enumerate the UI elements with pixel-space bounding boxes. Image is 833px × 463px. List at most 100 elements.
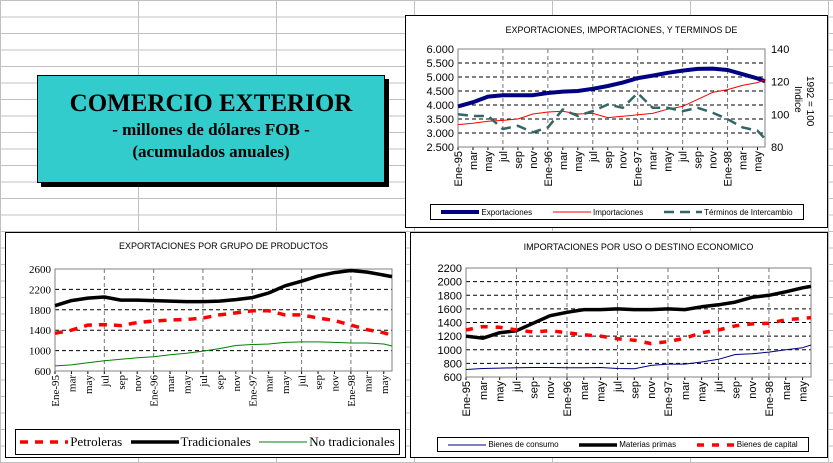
x-tick-label: mar xyxy=(738,151,750,170)
x-tick-label: nov xyxy=(545,381,557,399)
y2-tick-label: 120 xyxy=(771,77,789,89)
chart-imports-by-use[interactable]: IMPORTACIONES POR USO O DESTINO ECONOMIC… xyxy=(410,232,828,458)
x-tick-label: nov xyxy=(747,381,759,399)
x-tick-label: Ene-98 xyxy=(346,375,358,407)
legend-item: Bienes de capital xyxy=(696,440,798,449)
x-tick-label: sep xyxy=(528,381,540,399)
plot-area xyxy=(54,268,393,372)
x-tick-label: sep xyxy=(313,375,325,390)
x-tick-label: jul xyxy=(297,375,309,388)
x-tick-label: Ene-96 xyxy=(149,375,161,407)
series-line-no-tradicionales xyxy=(54,341,393,367)
y-tick-label: 2600 xyxy=(29,264,52,276)
x-tick-label: jul xyxy=(678,151,690,163)
series-line-bienes-de-consumo xyxy=(465,344,812,370)
x-tick-label: may xyxy=(379,375,391,394)
x-tick-label: may xyxy=(753,151,765,172)
y-tick-label: 1600 xyxy=(438,304,462,316)
x-tick-label: nov xyxy=(708,151,720,169)
title-banner: COMERCIO EXTERIOR - millones de dólares … xyxy=(37,75,385,183)
legend-label: Tradicionales xyxy=(180,434,251,449)
legend-label: Exportaciones xyxy=(481,207,533,217)
legend-swatch xyxy=(259,441,308,443)
x-tick-label: Ene-98 xyxy=(723,151,735,186)
chart-svg: EXPORTACIONES, IMPORTACIONES, Y TERMINOS… xyxy=(426,25,815,186)
x-tick-label: jul xyxy=(99,375,111,388)
banner-note: (acumulados anuales) xyxy=(132,142,290,161)
x-tick-label: may xyxy=(483,151,495,172)
x-tick-label: mar xyxy=(478,381,490,400)
y2-tick-label: 140 xyxy=(771,44,789,56)
y-tick-label: 1400 xyxy=(29,325,52,337)
legend-item: Petroleras xyxy=(20,434,122,450)
series-line-términos-de-intercambio xyxy=(457,91,766,140)
x-tick-label: Ene-97 xyxy=(663,381,675,416)
x-tick-label: sep xyxy=(603,151,615,169)
y2-tick-label: 80 xyxy=(771,142,783,154)
x-tick-label: nov xyxy=(132,375,144,392)
x-tick-label: mar xyxy=(558,151,570,170)
y-tick-label: 5.000 xyxy=(426,72,454,84)
legend-item: Bienes de consumo xyxy=(448,440,559,449)
legend-swatch xyxy=(579,442,618,447)
x-tick-label: mar xyxy=(66,375,78,392)
legend-label: Materias primas xyxy=(619,440,677,449)
x-tick-label: mar xyxy=(165,375,177,392)
x-tick-label: may xyxy=(182,375,194,394)
y-tick-label: 600 xyxy=(35,366,52,378)
legend-swatch xyxy=(20,440,69,444)
legend-item: Exportaciones xyxy=(441,208,532,217)
series-line-petroleras xyxy=(54,309,393,337)
legend-item: Tradicionales xyxy=(130,434,251,450)
chart-trade-balance[interactable]: EXPORTACIONES, IMPORTACIONES, Y TERMINOS… xyxy=(405,15,828,228)
legend-label: Términos de Intercambio xyxy=(704,207,793,217)
x-tick-label: sep xyxy=(730,381,742,399)
chart-legend: Exportaciones Importaciones Términos de In… xyxy=(430,204,804,220)
x-tick-label: nov xyxy=(618,151,630,169)
x-tick-label: nov xyxy=(646,381,658,399)
x-tick-label: may xyxy=(798,381,810,402)
y-tick-label: 4.000 xyxy=(426,100,454,112)
x-tick-label: jul xyxy=(198,375,210,388)
x-tick-label: mar xyxy=(680,381,692,400)
x-tick-label: Ene-97 xyxy=(247,375,259,407)
chart-exports-by-product[interactable]: EXPORTACIONES POR GRUPO DE PRODUCTOS 600 1… xyxy=(5,232,406,458)
x-tick-label: mar xyxy=(362,375,374,392)
x-tick-label: jul xyxy=(588,151,600,163)
x-tick-label: sep xyxy=(116,375,128,390)
x-tick-label: Ene-95 xyxy=(50,375,62,407)
y-tick-label: 1800 xyxy=(29,305,52,317)
chart-svg: IMPORTACIONES POR USO O DESTINO ECONOMIC… xyxy=(438,242,812,416)
x-tick-label: nov xyxy=(528,151,540,169)
chart-title: EXPORTACIONES, IMPORTACIONES, Y TERMINOS… xyxy=(506,25,738,35)
legend-swatch xyxy=(664,210,703,214)
series-line-importaciones xyxy=(457,79,766,126)
legend-swatch xyxy=(448,444,487,445)
legend-swatch xyxy=(441,210,480,214)
banner-subtitle: - millones de dólares FOB - xyxy=(112,120,310,139)
x-tick-label: Ene-98 xyxy=(764,381,776,416)
y-tick-label: 1400 xyxy=(438,318,462,330)
series-line-exportaciones xyxy=(457,66,766,109)
y2-axis-label: Indice xyxy=(792,86,803,113)
x-tick-label: nov xyxy=(329,375,341,392)
plot-area xyxy=(457,48,766,148)
x-tick-label: Ene-95 xyxy=(461,381,473,416)
y-tick-label: 2000 xyxy=(438,277,462,289)
x-tick-label: may xyxy=(280,375,292,394)
legend-label: Petroleras xyxy=(70,434,123,449)
x-tick-label: mar xyxy=(781,381,793,400)
x-tick-label: sep xyxy=(693,151,705,169)
x-tick-label: nov xyxy=(231,375,243,392)
x-tick-label: mar xyxy=(648,151,660,170)
x-tick-label: jul xyxy=(713,381,725,393)
legend-label: Importaciones xyxy=(592,207,644,217)
y-tick-label: 800 xyxy=(444,358,462,370)
x-tick-label: sep xyxy=(214,375,226,390)
legend-label: No tradicionales xyxy=(309,434,395,449)
series-line-materias-primas xyxy=(465,284,812,340)
y-tick-label: 2200 xyxy=(438,263,462,275)
y-tick-label: 5.500 xyxy=(426,58,454,70)
x-tick-label: may xyxy=(697,381,709,402)
y2-axis-label: 1992 = 100 xyxy=(804,76,815,127)
